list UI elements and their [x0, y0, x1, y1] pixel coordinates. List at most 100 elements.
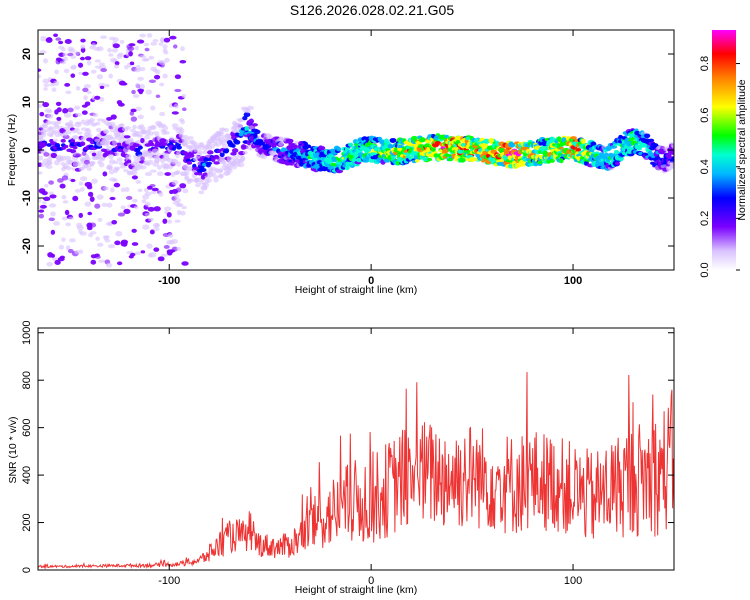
spectrogram-cell	[61, 216, 68, 221]
spectrogram-cell	[226, 140, 233, 145]
spectrogram-cell	[104, 238, 111, 243]
spectrogram-cell	[38, 74, 41, 79]
spectrogram-cell	[111, 48, 119, 53]
spectrogram-cell	[84, 201, 92, 207]
spectrogram-cell	[78, 71, 84, 76]
spectrogram-cell	[91, 43, 97, 48]
spectrogram-cell	[265, 133, 272, 139]
spectrogram-cell	[74, 50, 81, 56]
spectrogram-cell	[488, 137, 495, 144]
spectrogram-cell	[113, 166, 121, 170]
spectrogram-cell	[100, 35, 108, 40]
spectrogram-cell	[106, 166, 113, 170]
spectrogram-cell	[91, 152, 97, 157]
spectrogram-cell	[81, 110, 88, 115]
spectrogram-cell	[559, 158, 564, 164]
spectrogram-cell	[131, 170, 138, 176]
spectrogram-cell	[43, 83, 50, 87]
spectrogram-cell	[43, 152, 50, 157]
spectrogram-cell	[468, 157, 476, 163]
spectrogram-cell	[50, 253, 56, 258]
spectrogram-cell	[195, 182, 201, 188]
spectrogram-cell	[153, 74, 161, 80]
spectrogram-cell	[242, 116, 248, 121]
y-tick-label: -20	[21, 238, 33, 254]
spectrogram-cell	[144, 191, 152, 196]
spectrogram-cell	[120, 187, 126, 193]
spectrogram-cell	[95, 121, 101, 126]
spectrogram-cell	[139, 83, 145, 90]
spectrogram-cell	[85, 127, 91, 132]
spectrogram-cell	[242, 145, 249, 150]
y-tick-label: 1000	[21, 321, 33, 345]
spectrogram-cell	[108, 73, 113, 79]
spectrogram-cell	[55, 101, 62, 106]
spectrogram-cell	[152, 38, 159, 43]
spectrogram-cell	[74, 188, 81, 193]
spectrogram-cell	[156, 171, 164, 177]
spectrogram-cell	[119, 123, 125, 128]
spectrogram-cell	[109, 187, 115, 193]
spectrogram-cell	[94, 59, 102, 63]
spectrogram-cell	[50, 229, 56, 235]
spectrogram-cell	[130, 116, 138, 122]
spectrogram-cell	[112, 43, 120, 49]
spectrogram-cell	[294, 140, 300, 146]
spectrogram-cell	[161, 253, 169, 257]
spectrogram-cell	[107, 153, 114, 160]
spectrogram-cell	[650, 142, 657, 148]
spectrogram-cell	[64, 209, 70, 216]
spectrogram-cell	[117, 52, 124, 57]
spectrogram-cell	[134, 67, 141, 73]
x-tick-label: 100	[564, 275, 582, 287]
spectrogram-cell	[162, 139, 169, 144]
spectrogram-cell	[45, 165, 53, 169]
spectrogram-cell	[153, 247, 160, 252]
spectrogram-cell	[192, 166, 200, 170]
spectrogram-cell	[43, 87, 48, 91]
spectrogram-cell	[615, 161, 620, 166]
spectrogram-cell	[123, 208, 131, 214]
y-tick-label: 10	[21, 96, 33, 108]
spectrogram-cell	[72, 195, 79, 202]
spectrogram-cell	[98, 62, 105, 66]
spectrogram-cell	[118, 131, 124, 136]
spectrogram-cell	[102, 235, 110, 239]
spectrogram-cell	[206, 150, 214, 155]
spectrogram-cell	[120, 205, 126, 210]
spectrogram-cell	[136, 39, 145, 44]
spectrogram-cell	[362, 157, 370, 163]
spectrogram-cell	[418, 137, 426, 143]
spectrogram-cell	[44, 108, 52, 113]
spectrogram-cell	[368, 158, 375, 163]
spectrogram-cell	[248, 118, 255, 124]
spectrogram-cell	[62, 56, 68, 62]
spectrogram-cell	[129, 111, 135, 116]
spectrogram-cell	[108, 53, 114, 57]
spectrogram-cell	[147, 159, 154, 165]
spectrogram-cell	[130, 108, 137, 113]
spectrogram-cell	[187, 136, 194, 140]
spectrogram-cell	[169, 35, 177, 40]
spectrogram-cell	[139, 66, 146, 72]
spectrogram-cell	[86, 167, 92, 171]
spectrogram-cell	[171, 111, 179, 115]
spectrogram-cell	[134, 45, 139, 51]
spectrogram-cell	[162, 44, 168, 49]
spectrogram-cell	[133, 205, 139, 209]
spectrogram-cell	[38, 103, 42, 109]
y-tick-label: 400	[21, 466, 33, 484]
spectrogram-cell	[149, 252, 157, 258]
spectrogram-cell	[163, 152, 170, 158]
spectrogram-cell	[42, 78, 50, 84]
spectrogram-cell	[158, 191, 164, 197]
spectrogram-cell	[219, 155, 225, 161]
snr-y-ticks: 0 200 400 600 800 1000	[21, 321, 674, 573]
spectrogram-cell	[157, 165, 162, 170]
spectrogram-cell	[113, 64, 120, 69]
spectrogram-cell	[181, 261, 189, 266]
spectrogram-cell	[75, 222, 83, 228]
spectrogram-cell	[63, 144, 69, 149]
spectrogram-cell	[205, 161, 213, 166]
spectrogram-cell	[59, 183, 66, 189]
